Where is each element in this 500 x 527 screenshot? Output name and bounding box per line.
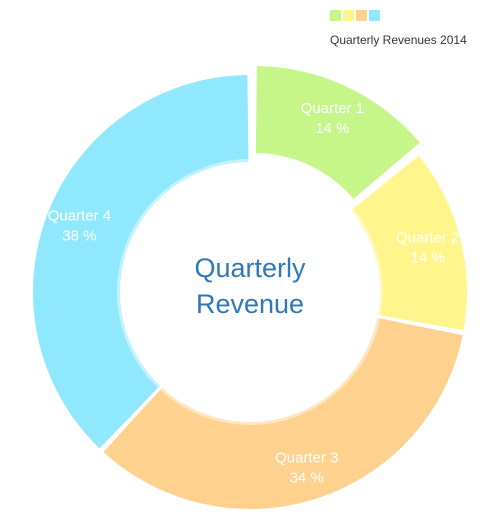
center-title-line-1: Quarterly — [194, 253, 306, 283]
slice-value-label: 14 % — [411, 249, 445, 266]
center-hole — [128, 170, 372, 414]
slice-quarter-3[interactable] — [103, 317, 463, 509]
slice-quarter-4[interactable] — [32, 75, 249, 449]
slice-category-label: Quarter 3 — [275, 450, 338, 467]
slice-labels-group: Quarter 1 14 % Quarter 2 14 % Quarter 3 34 % Q… — [48, 100, 460, 487]
slice-quarter-2[interactable] — [351, 155, 468, 331]
center-title-line-2: Revenue — [196, 289, 304, 319]
legend-swatch-quarter-3 — [356, 10, 367, 21]
slice-value-label: 14 % — [315, 120, 349, 137]
legend-swatch-quarter-1 — [330, 10, 341, 21]
chart-legend: Quarterly Revenues 2014 — [330, 10, 495, 47]
slice-value-label: 34 % — [290, 470, 324, 487]
slice-category-label: Quarter 1 — [301, 100, 364, 117]
slice-quarter-1[interactable] — [255, 65, 420, 199]
legend-swatch-quarter-4 — [369, 10, 380, 21]
slice-value-label: 38 % — [62, 227, 96, 244]
legend-title: Quarterly Revenues 2014 — [330, 33, 467, 47]
legend-swatches — [330, 10, 495, 21]
slices-group — [32, 65, 468, 509]
slice-category-label: Quarter 2 — [396, 229, 459, 246]
slice-category-label: Quarter 4 — [48, 207, 111, 224]
legend-swatch-quarter-2 — [343, 10, 354, 21]
